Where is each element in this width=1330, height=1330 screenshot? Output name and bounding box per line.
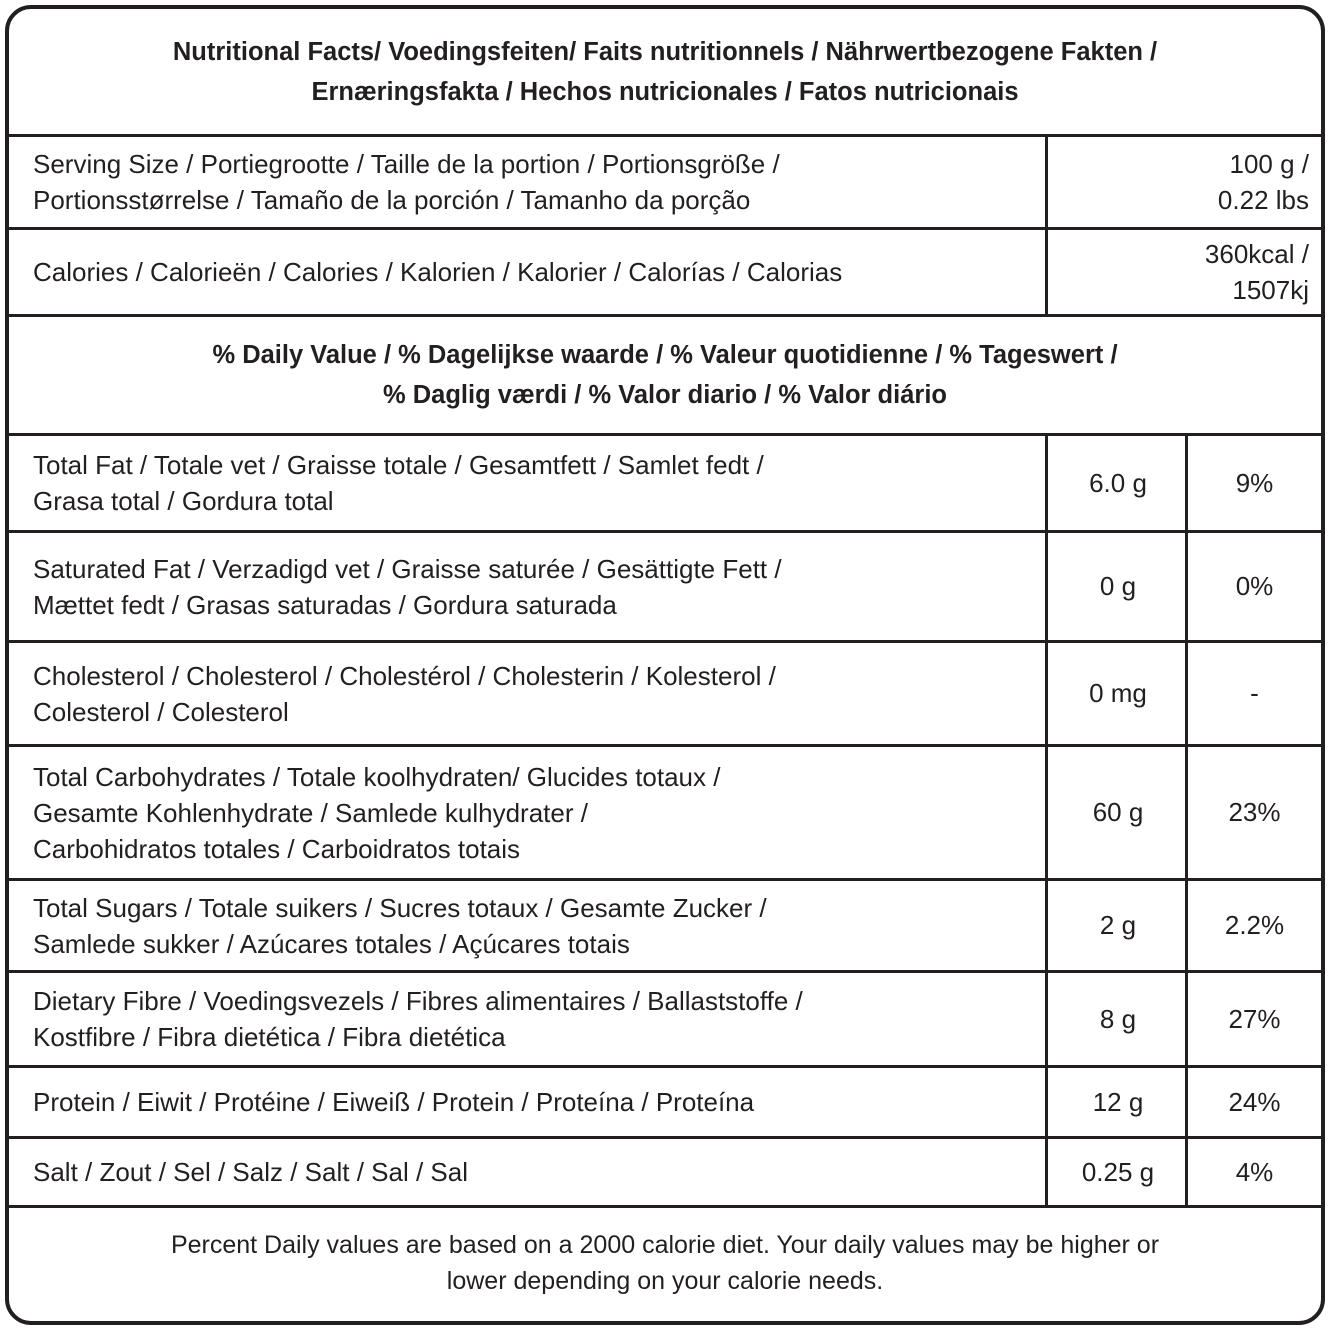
nutrient-row: Total Fat / Totale vet / Graisse totale … (9, 436, 1321, 533)
nutrient-name: Saturated Fat / Verzadigd vet / Graisse … (33, 533, 1043, 640)
nutrient-name: Salt / Zout / Sel / Salz / Salt / Sal / … (33, 1139, 1043, 1205)
nutrient-row: Salt / Zout / Sel / Salz / Salt / Sal / … (9, 1139, 1321, 1208)
footer-line: Percent Daily values are based on a 2000… (170, 1230, 1160, 1259)
nutrient-row: Dietary Fibre / Voedingsvezels / Fibres … (9, 973, 1321, 1068)
label-line: Total Fat / Totale vet / Graisse totale … (33, 450, 764, 480)
serving-size-label: Serving Size / Portiegrootte / Taille de… (33, 137, 1043, 227)
header-line: % Daily Value / % Dagelijkse waarde / % … (212, 341, 1118, 369)
nutrient-amount: 60 g (1045, 747, 1188, 878)
label-line: Salt / Zout / Sel / Salz / Salt / Sal / … (33, 1157, 468, 1187)
label-line: Saturated Fat / Verzadigd vet / Graisse … (33, 553, 782, 584)
daily-value-header: % Daily Value / % Dagelijkse waarde / % … (9, 317, 1321, 436)
serving-size-row: Serving Size / Portiegrootte / Taille de… (9, 137, 1321, 230)
label-line: Portionsstørrelse / Tamaño de la porción… (33, 185, 751, 215)
nutrient-amount: 8 g (1045, 973, 1188, 1065)
title-line: Ernæringsfakta / Hechos nutricionales / … (311, 77, 1019, 106)
title-line: Nutritional Facts/ Voedingsfeiten/ Faits… (172, 37, 1158, 66)
nutrient-daily-value: 23% (1185, 747, 1321, 878)
label-line: Mættet fedt / Grasas saturadas / Gordura… (33, 589, 617, 620)
label-line: Cholesterol / Cholesterol / Cholestérol … (33, 660, 776, 691)
nutrient-row: Cholesterol / Cholesterol / Cholestérol … (9, 643, 1321, 747)
nutrient-amount: 12 g (1045, 1068, 1188, 1136)
nutrient-name: Cholesterol / Cholesterol / Cholestérol … (33, 643, 1043, 744)
nutrient-amount: 0 mg (1045, 643, 1188, 744)
value-line: 1507kj (1232, 275, 1309, 305)
header-line: % Daglig værdi / % Valor diario / % Valo… (383, 381, 947, 409)
value-line: 0.22 lbs (1217, 185, 1309, 215)
nutrient-name: Total Sugars / Totale suikers / Sucres t… (33, 881, 1043, 970)
nutrient-daily-value: 0% (1185, 533, 1321, 640)
label-line: Kostfibre / Fibra dietética / Fibra diet… (33, 1022, 506, 1052)
nutrient-daily-value: 4% (1185, 1139, 1321, 1205)
label-line: Total Sugars / Totale suikers / Sucres t… (33, 892, 767, 923)
footer-note: Percent Daily values are based on a 2000… (9, 1208, 1321, 1317)
calories-label: Calories / Calorieën / Calories / Kalori… (33, 230, 1043, 314)
label-line: Serving Size / Portiegrootte / Taille de… (33, 149, 780, 179)
label-line: Protein / Eiwit / Protéine / Eiweiß / Pr… (33, 1087, 755, 1117)
label-line: Colesterol / Colesterol (33, 696, 289, 727)
label-line: Grasa total / Gordura total (33, 486, 334, 516)
value-line: 360kcal / (1204, 239, 1309, 269)
nutrient-amount: 0.25 g (1045, 1139, 1188, 1205)
nutrient-daily-value: - (1185, 643, 1321, 744)
label-line: Carbohidratos totales / Carboidratos tot… (33, 833, 521, 864)
calories-row: Calories / Calorieën / Calories / Kalori… (9, 230, 1321, 317)
nutrient-daily-value: 24% (1185, 1068, 1321, 1136)
nutrient-row: Total Sugars / Totale suikers / Sucres t… (9, 881, 1321, 973)
nutrient-row: Protein / Eiwit / Protéine / Eiweiß / Pr… (9, 1068, 1321, 1139)
nutrient-name: Protein / Eiwit / Protéine / Eiweiß / Pr… (33, 1068, 1043, 1136)
nutrient-daily-value: 2.2% (1185, 881, 1321, 970)
nutrient-amount: 0 g (1045, 533, 1188, 640)
calories-value: 360kcal / 1507kj (1045, 230, 1321, 314)
label-line: Total Carbohydrates / Totale koolhydrate… (33, 761, 721, 792)
nutrient-daily-value: 27% (1185, 973, 1321, 1065)
serving-size-value: 100 g / 0.22 lbs (1045, 137, 1321, 227)
nutrition-facts-label: Nutritional Facts/ Voedingsfeiten/ Faits… (5, 5, 1325, 1325)
nutrient-name: Total Carbohydrates / Totale koolhydrate… (33, 747, 1043, 878)
value-line: 100 g / (1229, 149, 1309, 179)
nutrient-amount: 2 g (1045, 881, 1188, 970)
nutrient-name: Dietary Fibre / Voedingsvezels / Fibres … (33, 973, 1043, 1065)
nutrient-daily-value: 9% (1185, 436, 1321, 530)
nutrient-name: Total Fat / Totale vet / Graisse totale … (33, 436, 1043, 530)
label-line: Gesamte Kohlenhydrate / Samlede kulhydra… (33, 797, 588, 828)
label-title: Nutritional Facts/ Voedingsfeiten/ Faits… (9, 9, 1321, 137)
label-line: Samlede sukker / Azúcares totales / Açúc… (33, 928, 630, 959)
footer-line: lower depending on your calorie needs. (446, 1266, 884, 1295)
label-line: Calories / Calorieën / Calories / Kalori… (33, 257, 843, 287)
nutrient-amount: 6.0 g (1045, 436, 1188, 530)
label-line: Dietary Fibre / Voedingsvezels / Fibres … (33, 986, 803, 1016)
nutrient-row: Saturated Fat / Verzadigd vet / Graisse … (9, 533, 1321, 643)
nutrient-row: Total Carbohydrates / Totale koolhydrate… (9, 747, 1321, 881)
